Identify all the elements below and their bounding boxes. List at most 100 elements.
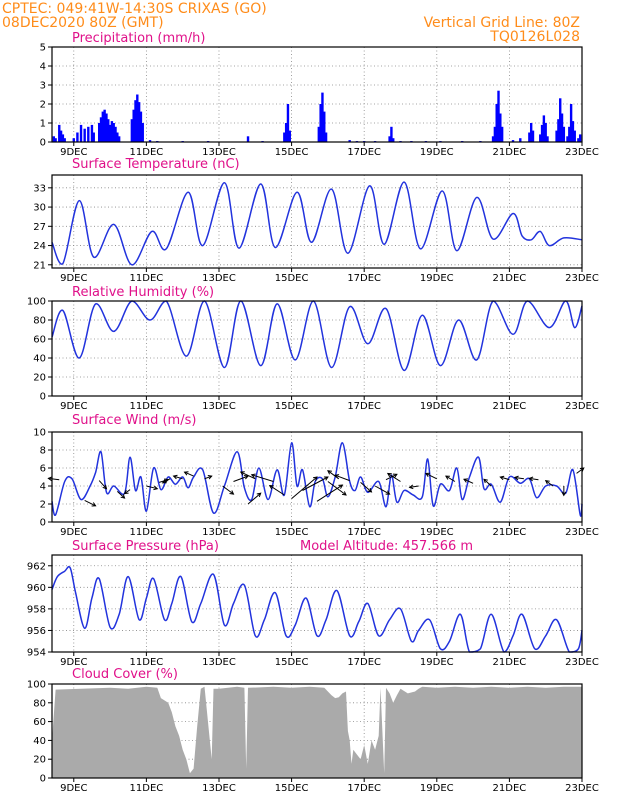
wind-arrow (360, 482, 372, 493)
precipitation-xtick-label: 21DEC (493, 147, 527, 158)
cloud-cover-xtick-label: 19DEC (420, 783, 454, 794)
wind-arrow (48, 477, 60, 481)
cloud-cover-xtick-label: 13DEC (202, 783, 236, 794)
wind-arrow-head (327, 470, 332, 475)
humidity-frame (51, 300, 583, 397)
wind-xtick-label: 15DEC (275, 527, 309, 538)
precipitation-bar (117, 136, 121, 142)
pressure-line (51, 565, 583, 653)
wind-arrow (387, 472, 401, 482)
wind-arrow (445, 475, 456, 482)
precipitation-bar (283, 132, 286, 142)
humidity-ytick-label: 60 (33, 335, 46, 346)
wind-arrow (146, 485, 158, 490)
wind-arrow-head (161, 479, 167, 484)
precipitation-xtick-label: 17DEC (347, 147, 381, 158)
wind-ytick-label: 0 (40, 518, 46, 529)
pressure-grid (52, 555, 583, 652)
precipitation-bar (103, 109, 106, 142)
cloud-cover-frame (51, 683, 583, 779)
cloud-cover-xtick-label: 23DEC (565, 783, 599, 794)
precipitation-xtick-label: 19DEC (420, 147, 454, 158)
cloud-cover-area (52, 686, 582, 778)
cloud-cover-ytick-label: 100 (27, 680, 46, 691)
wind-arrow (204, 475, 212, 480)
precipitation-ytick-label: 2 (40, 100, 46, 111)
precipitation-bar (555, 130, 558, 142)
precipitation-title: Precipitation (mm/h) (72, 31, 205, 46)
header-station: CPTEC: 049:41W-14:30S CRIXAS (GO) (2, 1, 267, 17)
wind-arrow-head (499, 475, 505, 481)
precipitation-bar (324, 132, 328, 142)
cloud-cover-ytick-label: 40 (33, 736, 46, 747)
wind-arrow-head (256, 492, 262, 498)
pressure-xtick-label: 17DEC (347, 657, 381, 668)
precipitation-bar (58, 124, 61, 142)
precipitation-bar (136, 94, 139, 142)
precipitation-bar (528, 132, 531, 142)
wind-arrow-head (153, 485, 159, 491)
wind-arrow-head (91, 502, 97, 507)
temperature-title: Surface Temperature (nC) (72, 157, 240, 172)
precipitation-bar (114, 126, 117, 142)
precipitation-xtick-label: 13DEC (202, 147, 236, 158)
humidity-ytick-label: 100 (27, 297, 46, 308)
precipitation-bar (559, 98, 562, 142)
pressure-ytick-label: 960 (27, 583, 46, 594)
temperature-ytick-label: 27 (33, 222, 46, 233)
panels: Precipitation (mm/h) 0 1 2 3 4 5 9DEC 11DEC 13DEC… (27, 31, 599, 794)
pressure-ytick-label: 956 (27, 626, 46, 637)
precipitation-frame (51, 46, 583, 143)
wind-ytick-label: 8 (40, 446, 46, 457)
precipitation-bar (130, 119, 134, 142)
wind-arrow-head (386, 472, 392, 478)
precipitation-bar (246, 136, 250, 142)
precipitation-bar (577, 138, 580, 142)
cloud-cover-xtick-label: 9DEC (60, 783, 87, 794)
temperature-frame (51, 174, 583, 269)
wind-arrow-head (207, 475, 213, 480)
precipitation-bar (87, 126, 90, 142)
precipitation-bar (286, 104, 290, 142)
precipitation-bar (112, 123, 115, 142)
precipitation-bar (557, 119, 560, 142)
precipitation-bar (493, 126, 497, 142)
temperature-xtick-label: 9DEC (60, 273, 87, 284)
wind-arrow (483, 478, 492, 487)
temperature-xtick-label: 21DEC (493, 273, 527, 284)
precipitation-bar (83, 128, 86, 142)
wind-arrow-head (579, 467, 585, 472)
pressure-ytick-label: 958 (27, 604, 46, 615)
precipitation-bar (141, 123, 144, 142)
wind-arrow-head (544, 479, 550, 485)
precipitation-bar (110, 121, 114, 142)
cloud-cover-panel: Cloud Cover (%) 0 20 40 60 80 100 9DEC 11DEC 13DE… (27, 667, 599, 794)
wind-xtick-label: 9DEC (60, 527, 87, 538)
wind-arrow-head (408, 484, 414, 490)
temperature-grid (52, 175, 583, 268)
precipitation-bar (54, 138, 57, 142)
pressure-xtick-label: 19DEC (420, 657, 454, 668)
wind-arrow (425, 472, 438, 480)
precipitation-bar (544, 123, 547, 142)
wind-arrow-head (172, 474, 178, 480)
cloud-cover-xtick-label: 15DEC (275, 783, 309, 794)
humidity-title: Relative Humidity (%) (72, 285, 214, 300)
humidity-line (51, 300, 583, 372)
precipitation-bar (569, 104, 573, 142)
precipitation-bar (560, 113, 564, 142)
wind-xtick-label: 17DEC (347, 527, 381, 538)
wind-frame (51, 431, 583, 523)
humidity-xtick-label: 15DEC (275, 401, 309, 412)
wind-arrow (463, 478, 474, 484)
precipitation-bar (539, 134, 542, 142)
precipitation-bar (288, 130, 291, 142)
wind-arrow-head (513, 475, 519, 481)
precipitation-bar (566, 136, 569, 142)
wind-arrows (47, 467, 585, 507)
humidity-ytick-label: 20 (33, 373, 46, 384)
wind-xtick-label: 13DEC (202, 527, 236, 538)
wind-ytick-label: 4 (40, 482, 46, 493)
wind-arrow-head (102, 484, 108, 490)
header-grid-note: Vertical Grid Line: 80Z (424, 15, 580, 31)
